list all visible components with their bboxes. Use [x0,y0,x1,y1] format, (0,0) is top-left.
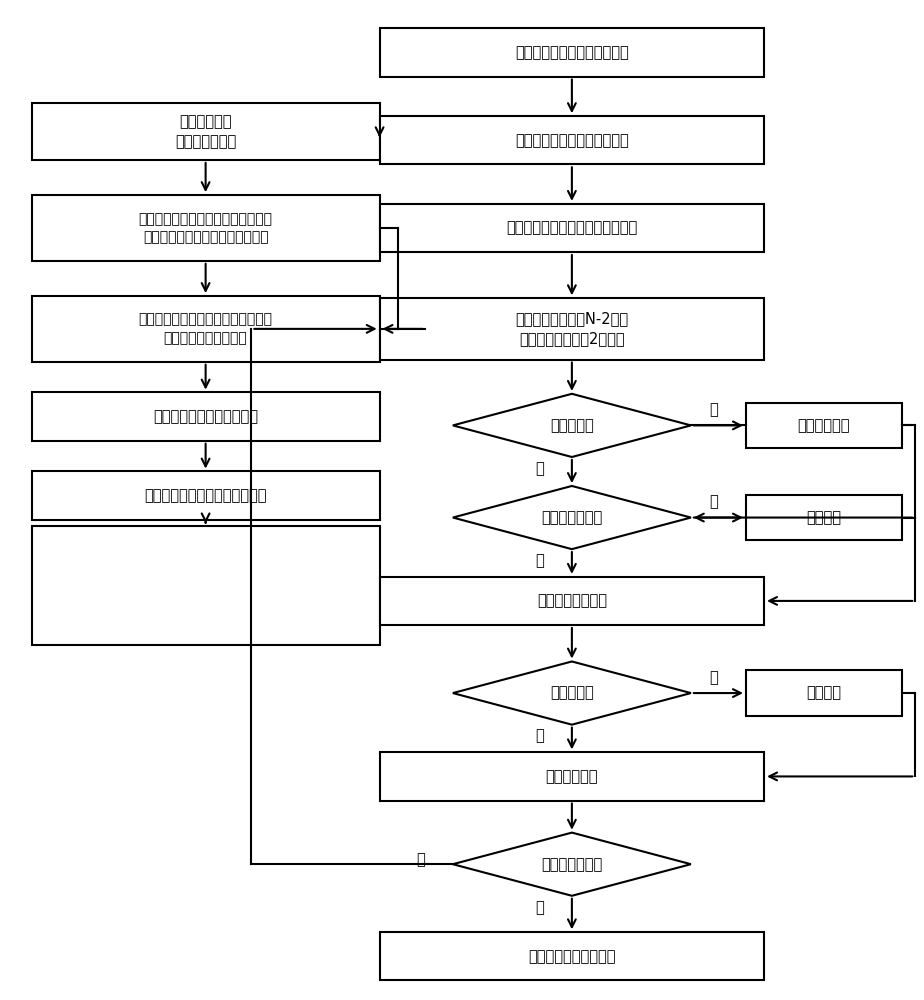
Text: 计算线路不同雷电等级的故障率: 计算线路不同雷电等级的故障率 [144,488,267,503]
Text: 是: 是 [710,402,718,417]
Text: 电力供给充足？: 电力供给充足？ [541,510,602,525]
Text: 否: 否 [710,494,718,509]
Text: 历史雷电信息
输电线跳闸信息: 历史雷电信息 输电线跳闸信息 [175,114,237,149]
Bar [746,495,902,540]
Text: 否: 否 [535,461,544,476]
Text: 形成评估指标: 形成评估指标 [546,769,598,784]
Polygon shape [453,394,691,457]
Bar [31,296,380,362]
Bar [31,471,380,520]
Bar [746,403,902,448]
Polygon shape [453,661,691,725]
Bar [380,116,764,164]
Bar [380,752,764,801]
Polygon shape [453,833,691,896]
Bar [380,932,764,980]
Text: 修正气象部门发布的雷电等级，得到
实际各等级雷电过程数: 修正气象部门发布的雷电等级，得到 实际各等级雷电过程数 [139,313,273,345]
Text: 否: 否 [535,729,544,744]
Bar [31,392,380,441]
Text: 满足终止条件？: 满足终止条件？ [541,857,602,872]
Text: 计算故障状态潮流: 计算故障状态潮流 [537,593,607,608]
Text: 计算平均单次雷电持续时间: 计算平均单次雷电持续时间 [153,409,258,424]
Bar [31,103,380,160]
Bar [380,28,764,77]
Text: 削减负荷: 削减负荷 [806,510,841,525]
Polygon shape [453,486,691,549]
Bar [31,195,380,261]
Text: 形成电网风险评估指标: 形成电网风险评估指标 [529,949,615,964]
Text: 容量越限？: 容量越限？ [550,686,594,701]
Text: 是: 是 [535,900,544,915]
Bar [380,204,764,252]
Bar [31,526,380,645]
Text: 削减负荷: 削减负荷 [806,686,841,701]
Text: 气象部门发布的雷电预警信息: 气象部门发布的雷电预警信息 [515,45,628,60]
Bar [380,298,764,360]
Text: 分析雷电区域内线路故障风险: 分析雷电区域内线路故障风险 [515,133,628,148]
Text: 系统解列？: 系统解列？ [550,418,594,433]
Text: 是: 是 [710,670,718,685]
Text: 按照抽样规则进行N-2抽样
同时断开被抽中的2条线路: 按照抽样规则进行N-2抽样 同时断开被抽中的2条线路 [516,311,628,346]
Bar [746,670,902,716]
Text: 预报天气下存在故障风险的线路集: 预报天气下存在故障风险的线路集 [506,220,638,235]
Text: 否: 否 [417,852,425,867]
Text: 形成各子系统: 形成各子系统 [797,418,850,433]
Bar [380,577,764,625]
Text: 是: 是 [535,553,544,568]
Text: 统计各等级雷电预警次数，以及该等
级雷电下输电线路的雷击跳闸次数: 统计各等级雷电预警次数，以及该等 级雷电下输电线路的雷击跳闸次数 [139,212,273,244]
